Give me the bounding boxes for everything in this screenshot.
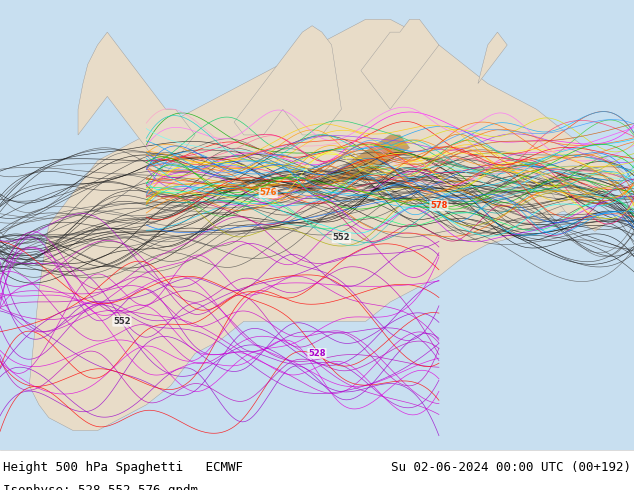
Polygon shape [29,19,624,431]
Text: 552: 552 [333,233,350,242]
Polygon shape [234,25,341,135]
Text: 552: 552 [113,317,131,326]
Text: Isophyse: 528 552 576 gpdm: Isophyse: 528 552 576 gpdm [3,484,198,490]
Text: 576: 576 [259,188,277,197]
Polygon shape [78,32,195,173]
Polygon shape [536,173,605,231]
Text: Su 02-06-2024 00:00 UTC (00+192): Su 02-06-2024 00:00 UTC (00+192) [391,461,631,474]
Text: 578: 578 [430,201,448,210]
Text: Height 500 hPa Spaghetti   ECMWF: Height 500 hPa Spaghetti ECMWF [3,461,243,474]
Text: 528: 528 [308,349,326,358]
Polygon shape [478,32,507,83]
Polygon shape [361,19,439,109]
Polygon shape [273,135,410,199]
